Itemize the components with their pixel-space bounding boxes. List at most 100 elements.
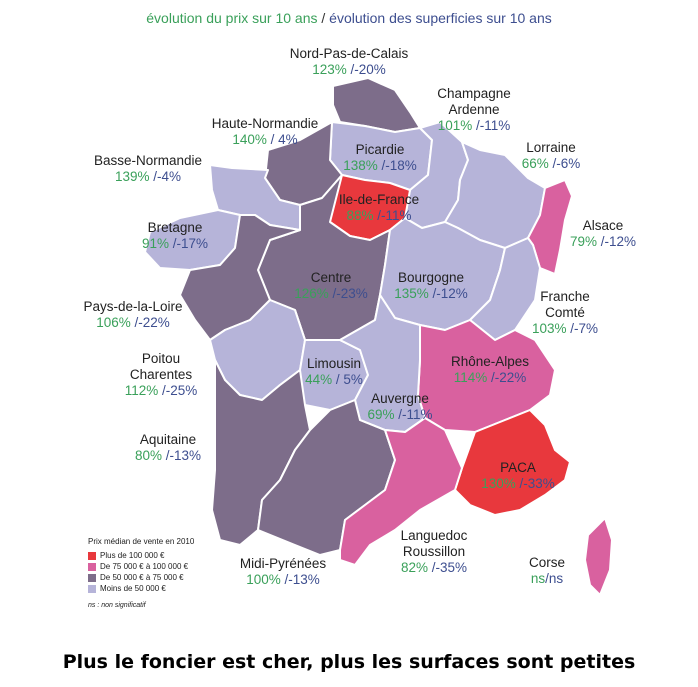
price-change: 44% [305,372,336,387]
label-corse: Corse ns/ns [529,555,565,587]
surface-change: /-22% [490,370,527,385]
price-change: 82% [400,560,432,575]
surface-change: /-11% [476,118,511,133]
price-change: 103% [531,321,571,336]
region-name: Haute-Normandie [211,116,319,131]
surface-change: /-13% [284,572,320,587]
region-name: Lorraine [526,140,576,155]
region-name: Bretagne [147,220,203,235]
price-change: 114% [453,370,491,385]
label-champagne-ardenne: Champagne Ardenne 101% /-11% [437,86,511,134]
surface-change: / 5% [335,372,363,387]
surface-change: /-22% [134,315,170,330]
region-name: Auvergne [371,391,429,406]
surface-change: /-17% [172,236,209,251]
price-change: 126% [294,286,333,301]
surface-change: /-20% [350,62,386,77]
region-name: Aquitaine [139,432,197,447]
label-nord-pas-de-calais: Nord-Pas-de-Calais 123% /-20% [290,46,409,78]
region-name: Alsace [582,218,624,233]
price-change: 140% [232,132,271,147]
region-corse [584,517,613,596]
map-header: évolution du prix sur 10 ans / évolution… [0,10,698,26]
label-bourgogne: Bourgogne 135% /-12% [394,270,468,302]
price-change: 130% [481,476,520,491]
region-name: Franche Comté [540,289,590,320]
legend: Prix médian de vente en 2010 Plus de 100… [88,537,194,609]
label-midi-pyrenees: Midi-Pyrénées 100% /-13% [240,556,326,588]
legend-item: Plus de 100 000 € [88,550,194,561]
label-paca: PACA 130% /-33% [481,460,555,492]
region-name: Nord-Pas-de-Calais [289,46,409,61]
legend-item: De 75 000 € à 100 000 € [88,561,194,572]
label-limousin: Limousin 44% / 5% [305,356,363,388]
region-name: Picardie [355,142,405,157]
price-change: 123% [312,62,351,77]
label-poitou-charentes: Poitou Charentes 112% /-25% [125,351,198,399]
header-price-label: évolution du prix sur 10 ans [146,10,318,26]
region-name: Pays-de-la-Loire [83,299,183,314]
price-change: ns [530,571,546,586]
header-separator: / [317,10,330,26]
legend-title: Prix médian de vente en 2010 [88,537,195,546]
region-name: Midi-Pyrénées [239,556,327,571]
region-languedoc-roussillon [339,417,463,566]
surface-change: /-7% [570,321,599,336]
price-change: 106% [96,315,135,330]
label-auvergne: Auvergne 69% /-11% [367,391,432,423]
legend-label: De 75 000 € à 100 000 € [100,562,189,571]
region-paca [454,409,571,516]
price-change: 101% [437,118,476,133]
label-haute-normandie: Haute-Normandie 140% / 4% [212,116,319,148]
legend-label: De 50 000 € à 75 000 € [100,573,184,582]
surface-change: / 4% [270,132,298,147]
region-alsace [527,179,573,275]
header-surface-label: évolution des superficies sur 10 ans [329,10,552,26]
label-picardie: Picardie 138% /-18% [343,142,417,174]
region-name: Champagne Ardenne [437,86,511,117]
price-change: 100% [246,572,285,587]
price-change: 91% [141,236,173,251]
label-ile-de-france: Ile-de-France 88% /-11% [339,192,419,224]
legend-item: De 50 000 € à 75 000 € [88,572,194,583]
price-change: 135% [394,286,433,301]
region-name: Bourgogne [397,270,465,285]
region-name: Limousin [306,356,362,371]
label-alsace: Alsace 79% /-12% [570,218,636,250]
legend-label: Moins de 50 000 € [100,584,166,593]
surface-change: /-33% [519,476,555,491]
label-centre: Centre 126% /-23% [294,270,368,302]
legend-label: Plus de 100 000 € [100,551,165,560]
surface-change: /-12% [432,286,468,301]
region-pays-de-la-loire [179,214,301,341]
label-languedoc-roussillon: Languedoc Roussillon 82% /-35% [401,528,468,576]
legend-item: Moins de 50 000 € [88,583,194,594]
label-bretagne: Bretagne 91% /-17% [142,220,208,252]
legend-note: ns : non significatif [88,602,146,609]
price-change: 69% [367,407,399,422]
price-change: 138% [343,158,382,173]
surface-change: /-12% [600,234,637,249]
label-basse-normandie: Basse-Normandie 139% /-4% [94,153,202,185]
region-name: Rhône-Alpes [450,354,530,369]
legend-swatch [88,551,96,560]
price-change: 79% [569,234,601,249]
price-change: 80% [134,448,166,463]
legend-swatch [88,584,96,593]
surface-change: /-18% [381,158,417,173]
legend-swatch [88,573,96,582]
surface-change: /-11% [398,407,433,422]
region-name: PACA [500,460,536,475]
region-name: Ile-de-France [338,192,420,207]
region-name: Poitou Charentes [129,351,193,382]
footer-caption: Plus le foncier est cher, plus les surfa… [62,651,636,673]
surface-change: /-6% [552,156,581,171]
label-rhone-alpes: Rhône-Alpes 114% /-22% [451,354,529,386]
label-lorraine: Lorraine 66% /-6% [522,140,581,172]
region-name: Languedoc Roussillon [400,528,468,559]
surface-change: /-25% [162,383,198,398]
price-change: 66% [521,156,553,171]
price-change: 88% [346,208,378,223]
price-change: 139% [114,169,154,184]
